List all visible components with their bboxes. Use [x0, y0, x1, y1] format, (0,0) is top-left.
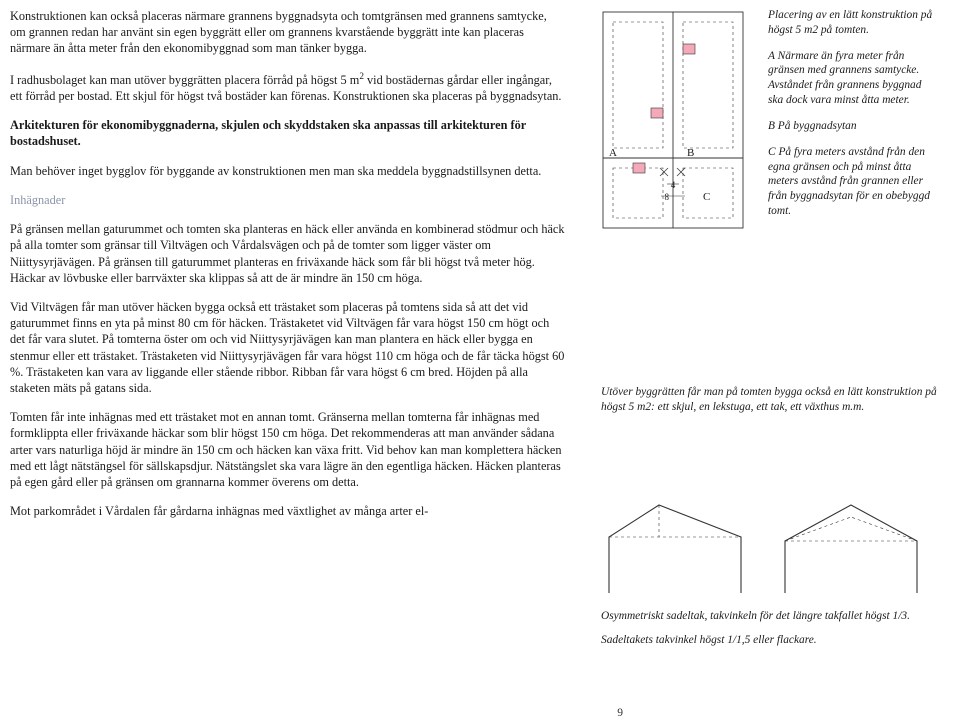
caption: Placering av en lätt konstruktion på hög… — [768, 8, 933, 38]
paragraph: I radhusbolaget kan man utöver byggrätte… — [10, 70, 565, 105]
roof-row — [601, 493, 941, 603]
caption: Osymmetriskt sadeltak, takvinkeln för de… — [601, 609, 941, 624]
svg-text:C: C — [703, 191, 710, 203]
paragraph-bold: Arkitekturen för ekonomibyggnaderna, skj… — [10, 117, 565, 149]
roof-sym-svg — [777, 493, 927, 603]
right-lower: Utöver byggrätten får man på tomten bygg… — [601, 375, 941, 652]
caption: Sadeltakets takvinkel högst 1/1,5 eller … — [601, 633, 941, 648]
paragraph: Konstruktionen kan också placeras närmar… — [10, 8, 565, 57]
roof-asym-svg — [601, 493, 751, 603]
page: Konstruktionen kan också placeras närmar… — [0, 0, 959, 727]
plot-diagram-svg: 4 8 A B C — [593, 8, 748, 238]
svg-text:4: 4 — [671, 180, 676, 190]
svg-text:B: B — [687, 147, 694, 159]
text: I radhusbolaget kan man utöver byggrätte… — [10, 73, 359, 87]
section-heading: Inhägnader — [10, 192, 565, 208]
paragraph: Tomten får inte inhägnas med ett trästak… — [10, 409, 565, 490]
paragraph: Vid Viltvägen får man utöver häcken bygg… — [10, 299, 565, 396]
svg-text:8: 8 — [665, 192, 670, 202]
caption: C På fyra meters avstånd från den egna g… — [768, 145, 933, 219]
caption: B På byggnadsytan — [768, 119, 933, 134]
text: på tomten. — [818, 24, 869, 36]
text: : ett skjul, en lekstuga, ett tak, ett v… — [651, 401, 864, 413]
paragraph: Mot parkområdet i Vårdalen får gårdarna … — [10, 503, 565, 519]
paragraph: Man behöver inget bygglov för byggande a… — [10, 163, 565, 179]
page-number: 9 — [617, 707, 623, 719]
paragraph: På gränsen mellan gaturummet och tomten … — [10, 221, 565, 286]
caption: Utöver byggrätten får man på tomten bygg… — [601, 385, 941, 415]
caption: A Närmare än fyra meter från gränsen med… — [768, 49, 933, 108]
svg-text:A: A — [609, 147, 617, 159]
body-text-column: Konstruktionen kan också placeras närmar… — [10, 8, 565, 533]
